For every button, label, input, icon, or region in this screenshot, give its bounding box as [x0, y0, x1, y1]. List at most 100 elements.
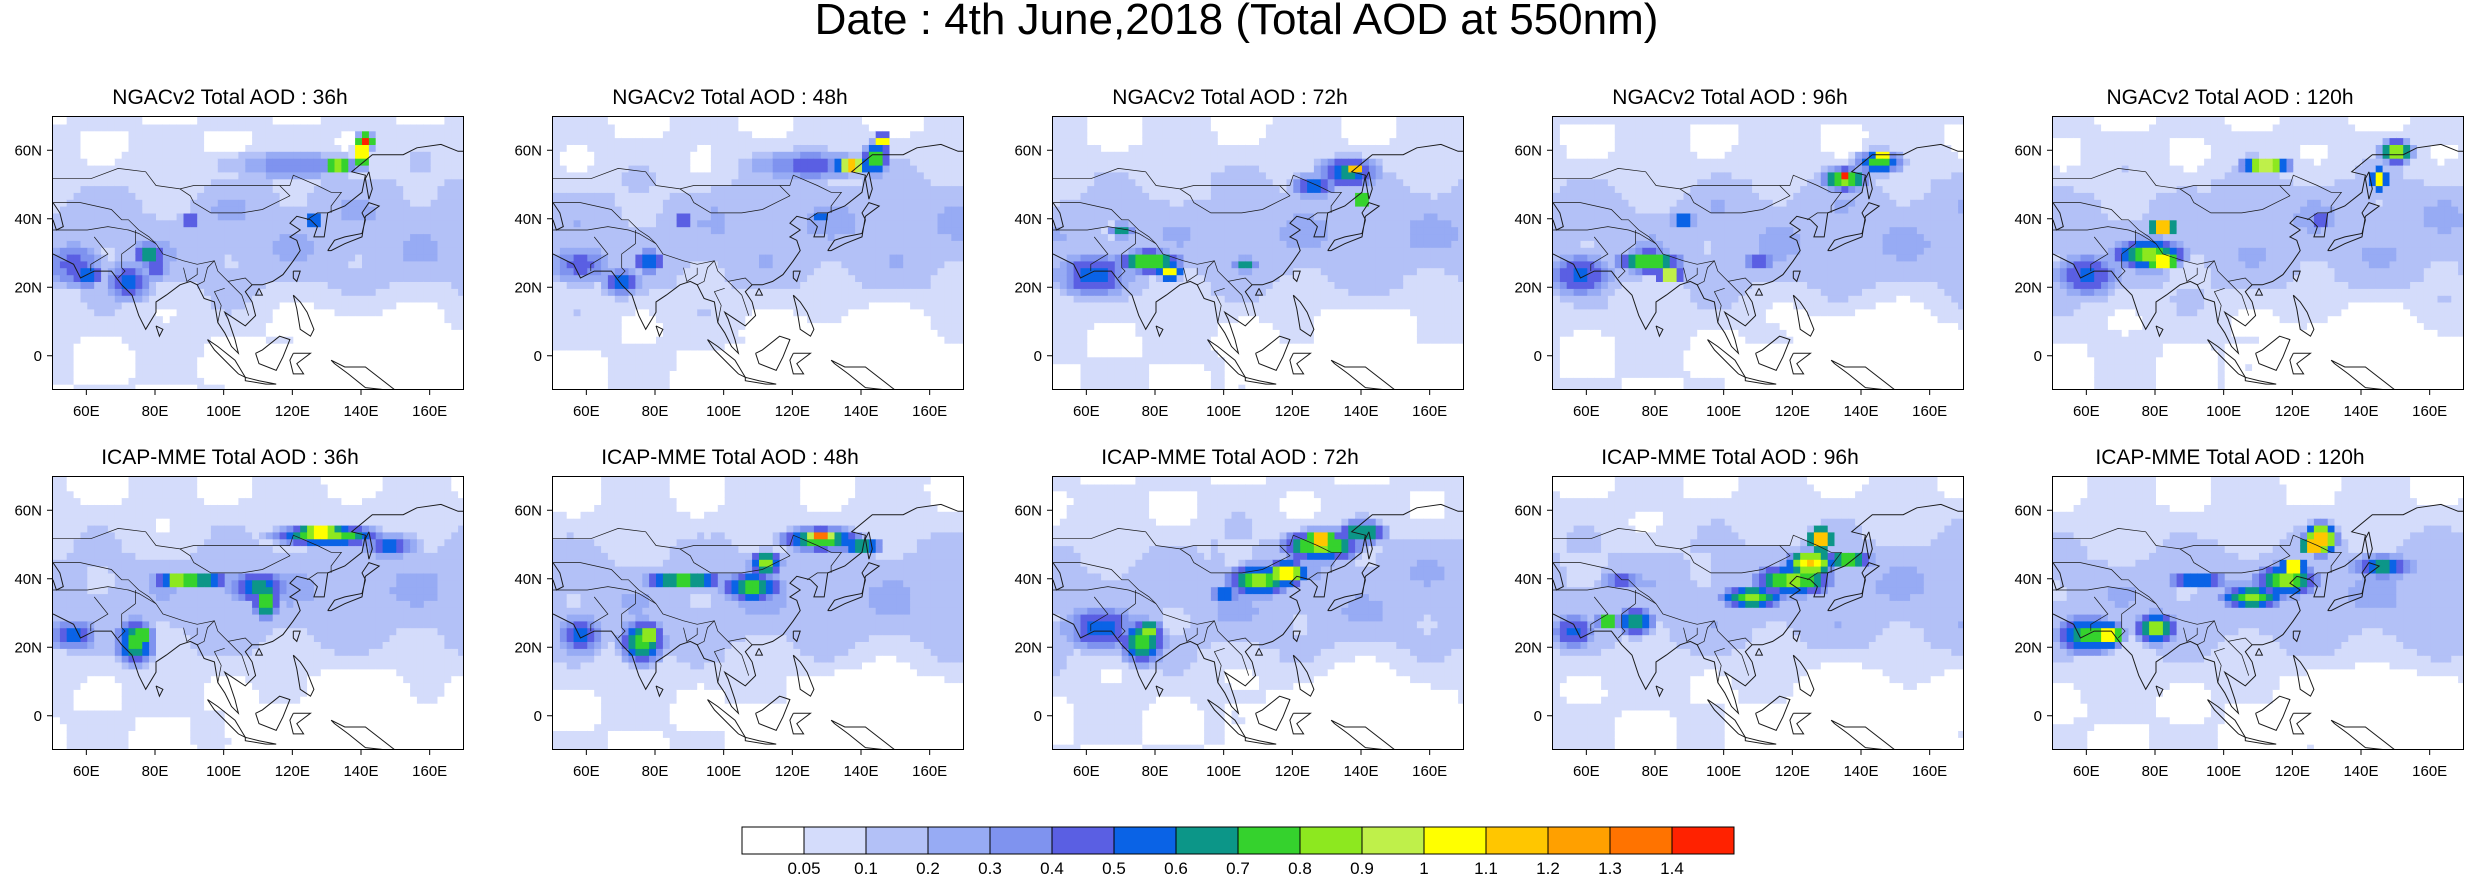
aod-cell: [656, 356, 664, 365]
aod-cell: [135, 247, 143, 255]
aod-cell: [628, 178, 636, 187]
aod-cell: [430, 137, 439, 145]
aod-cell: [437, 226, 445, 235]
aod-cell: [916, 267, 925, 276]
aod-cell: [101, 315, 109, 324]
aod-cell: [416, 267, 425, 276]
aod-cell: [403, 274, 411, 282]
aod-cell: [1053, 336, 1061, 344]
aod-cell: [87, 192, 95, 200]
aod-cell: [375, 336, 384, 344]
aod-cell: [430, 226, 439, 235]
aod-cell: [916, 343, 925, 351]
aod-cell: [410, 363, 418, 371]
aod-cell: [217, 349, 226, 358]
aod-cell: [279, 288, 288, 296]
aod-cell: [635, 247, 643, 255]
aod-cell: [238, 151, 246, 159]
aod-cell: [59, 158, 68, 166]
aod-cell: [300, 254, 308, 262]
aod-cell: [717, 254, 726, 262]
aod-cell: [903, 219, 911, 228]
aod-cell: [162, 219, 171, 228]
aod-cell: [217, 295, 226, 303]
aod-cell: [327, 301, 336, 310]
aod-cell: [642, 281, 650, 289]
aod-cell: [889, 117, 897, 125]
x-tick-label: 140E: [343, 403, 378, 420]
aod-cell: [958, 384, 963, 389]
aod-cell: [669, 356, 678, 365]
aod-cell: [272, 343, 281, 351]
aod-cell: [87, 349, 95, 358]
aod-cell: [107, 165, 116, 173]
aod-cell: [635, 349, 643, 358]
aod-cell: [59, 254, 68, 262]
aod-cell: [587, 240, 595, 248]
aod-cell: [951, 274, 959, 282]
aod-cell: [910, 206, 918, 214]
aod-cell: [834, 281, 842, 289]
aod-cell: [649, 322, 657, 330]
aod-cell: [458, 137, 463, 145]
aod-cell: [101, 185, 109, 193]
aod-cell: [410, 288, 418, 296]
aod-cell: [313, 185, 322, 193]
aod-cell: [649, 267, 657, 276]
aod-cell: [903, 165, 911, 173]
aod-cell: [559, 240, 568, 248]
aod-cell: [224, 370, 233, 378]
aod-cell: [451, 322, 459, 330]
aod-cell: [937, 377, 945, 385]
aod-cell: [848, 185, 856, 193]
aod-cell: [327, 219, 336, 228]
aod-cell: [889, 260, 897, 269]
aod-cell: [94, 322, 102, 330]
aod-cell: [190, 219, 198, 228]
aod-cell: [759, 260, 767, 269]
aod-cell: [66, 206, 75, 214]
aod-cell: [662, 254, 671, 262]
aod-cell: [217, 384, 226, 389]
aod-cell: [94, 343, 102, 351]
aod-cell: [107, 274, 116, 282]
aod-cell: [566, 171, 575, 180]
aod-cell: [553, 123, 561, 132]
aod-cell: [149, 130, 157, 139]
aod-cell: [1059, 240, 1068, 248]
aod-cell: [389, 212, 397, 221]
aod-cell: [444, 301, 452, 310]
aod-cell: [451, 288, 459, 296]
aod-cell: [183, 247, 191, 255]
aod-cell: [348, 240, 356, 248]
aod-cell: [717, 212, 726, 221]
aod-cell: [745, 329, 753, 337]
aod-cell: [587, 247, 595, 255]
aod-cell: [916, 274, 925, 282]
aod-cell: [231, 329, 239, 337]
aod-cell: [862, 356, 870, 365]
aod-cell: [114, 254, 123, 262]
aod-cell: [190, 295, 198, 303]
aod-cell: [553, 356, 561, 365]
aod-cell: [738, 377, 746, 385]
aod-cell: [423, 199, 432, 207]
aod-cell: [841, 267, 849, 276]
aod-cell: [444, 254, 452, 262]
aod-cell: [355, 329, 363, 337]
aod-cell: [889, 240, 897, 248]
aod-cell: [410, 192, 418, 200]
aod-cell: [382, 199, 391, 207]
aod-cell: [300, 219, 308, 228]
aod-cell: [265, 356, 274, 365]
aod-cell: [87, 212, 95, 221]
aod-cell: [313, 158, 322, 166]
aod-cell: [444, 137, 452, 145]
aod-cell: [458, 171, 463, 180]
aod-cell: [896, 267, 904, 276]
aod-cell: [149, 349, 157, 358]
aod-cell: [958, 329, 963, 337]
aod-cell: [882, 240, 891, 248]
aod-cell: [683, 165, 691, 173]
aod-cell: [800, 288, 808, 296]
